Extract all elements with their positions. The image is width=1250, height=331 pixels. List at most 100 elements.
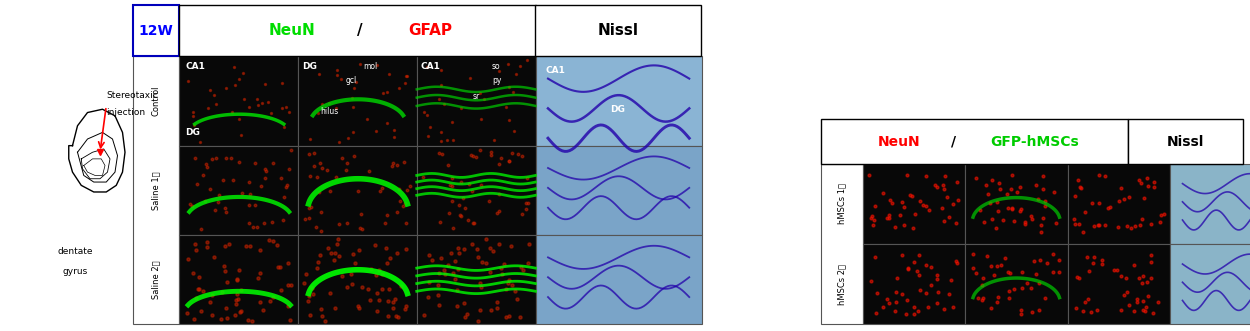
Point: [519, 200, 539, 205]
Point: [366, 129, 386, 134]
Point: [934, 182, 954, 188]
Point: [230, 309, 250, 315]
Point: [228, 296, 248, 301]
Point: [448, 288, 468, 293]
Text: hilus: hilus: [320, 107, 339, 116]
Point: [319, 100, 339, 106]
Point: [1015, 219, 1035, 224]
Point: [242, 318, 262, 323]
Point: [865, 203, 885, 209]
Point: [1008, 190, 1028, 195]
Point: [470, 280, 490, 286]
Point: [890, 213, 910, 218]
Point: [385, 314, 405, 319]
Point: [395, 80, 415, 86]
Point: [1148, 300, 1168, 305]
Point: [1069, 178, 1089, 183]
Point: [506, 71, 526, 76]
Point: [500, 278, 520, 283]
Point: [1030, 281, 1050, 286]
Point: [348, 303, 368, 308]
Point: [995, 255, 1015, 260]
Point: [508, 152, 528, 157]
Point: [1042, 252, 1062, 257]
Point: [476, 237, 496, 242]
Point: [864, 222, 884, 228]
Point: [274, 194, 294, 200]
Point: [988, 263, 1008, 268]
Point: [916, 262, 936, 267]
Point: [1030, 308, 1050, 313]
Point: [458, 218, 478, 223]
Point: [978, 192, 998, 197]
Point: [1010, 185, 1030, 190]
Point: [1084, 255, 1104, 260]
Point: [498, 62, 518, 67]
Bar: [179, 235, 298, 324]
Point: [966, 176, 986, 181]
Point: [350, 248, 370, 253]
Point: [481, 150, 501, 155]
Point: [929, 289, 949, 295]
Point: [1049, 269, 1069, 274]
Point: [328, 67, 348, 72]
Point: [934, 307, 954, 312]
Point: [519, 241, 539, 247]
Point: [999, 289, 1019, 294]
Point: [261, 111, 281, 116]
Point: [974, 219, 994, 224]
Point: [366, 62, 386, 67]
Point: [310, 252, 330, 258]
Point: [964, 252, 984, 257]
Point: [988, 294, 1008, 300]
Point: [501, 243, 521, 248]
Point: [254, 220, 274, 226]
Point: [276, 184, 296, 189]
Point: [216, 155, 236, 161]
Point: [1118, 224, 1138, 229]
Point: [1088, 222, 1108, 228]
Point: [886, 290, 906, 295]
Point: [280, 148, 300, 153]
Point: [990, 186, 1010, 192]
Bar: [1128, 119, 1242, 164]
Point: [921, 282, 941, 288]
Point: [325, 251, 345, 256]
Point: [516, 207, 536, 212]
Point: [949, 198, 969, 203]
Point: [1114, 292, 1134, 298]
Point: [442, 120, 462, 125]
Point: [861, 213, 881, 218]
Point: [1109, 198, 1129, 204]
Point: [508, 296, 528, 301]
Point: [379, 71, 399, 76]
Point: [866, 311, 886, 316]
Text: /: /: [950, 134, 956, 149]
Point: [262, 219, 282, 225]
Point: [1151, 212, 1171, 217]
Point: [435, 267, 455, 272]
Point: [369, 297, 389, 302]
Point: [379, 298, 399, 303]
Point: [865, 255, 885, 260]
Point: [430, 302, 450, 307]
Point: [1010, 209, 1030, 214]
Point: [239, 105, 259, 110]
Point: [378, 261, 398, 266]
Point: [991, 263, 1011, 268]
Point: [462, 220, 482, 225]
Point: [352, 284, 372, 289]
Point: [972, 276, 992, 281]
Point: [1011, 307, 1031, 313]
Point: [1118, 289, 1138, 295]
Point: [985, 226, 1005, 231]
Point: [511, 264, 531, 270]
Point: [191, 308, 211, 313]
Point: [418, 134, 437, 139]
Point: [309, 190, 329, 195]
Point: [351, 227, 371, 232]
Point: [480, 245, 500, 251]
Text: Stereotaxic: Stereotaxic: [106, 91, 158, 101]
Point: [278, 183, 298, 188]
Point: [1024, 259, 1044, 264]
